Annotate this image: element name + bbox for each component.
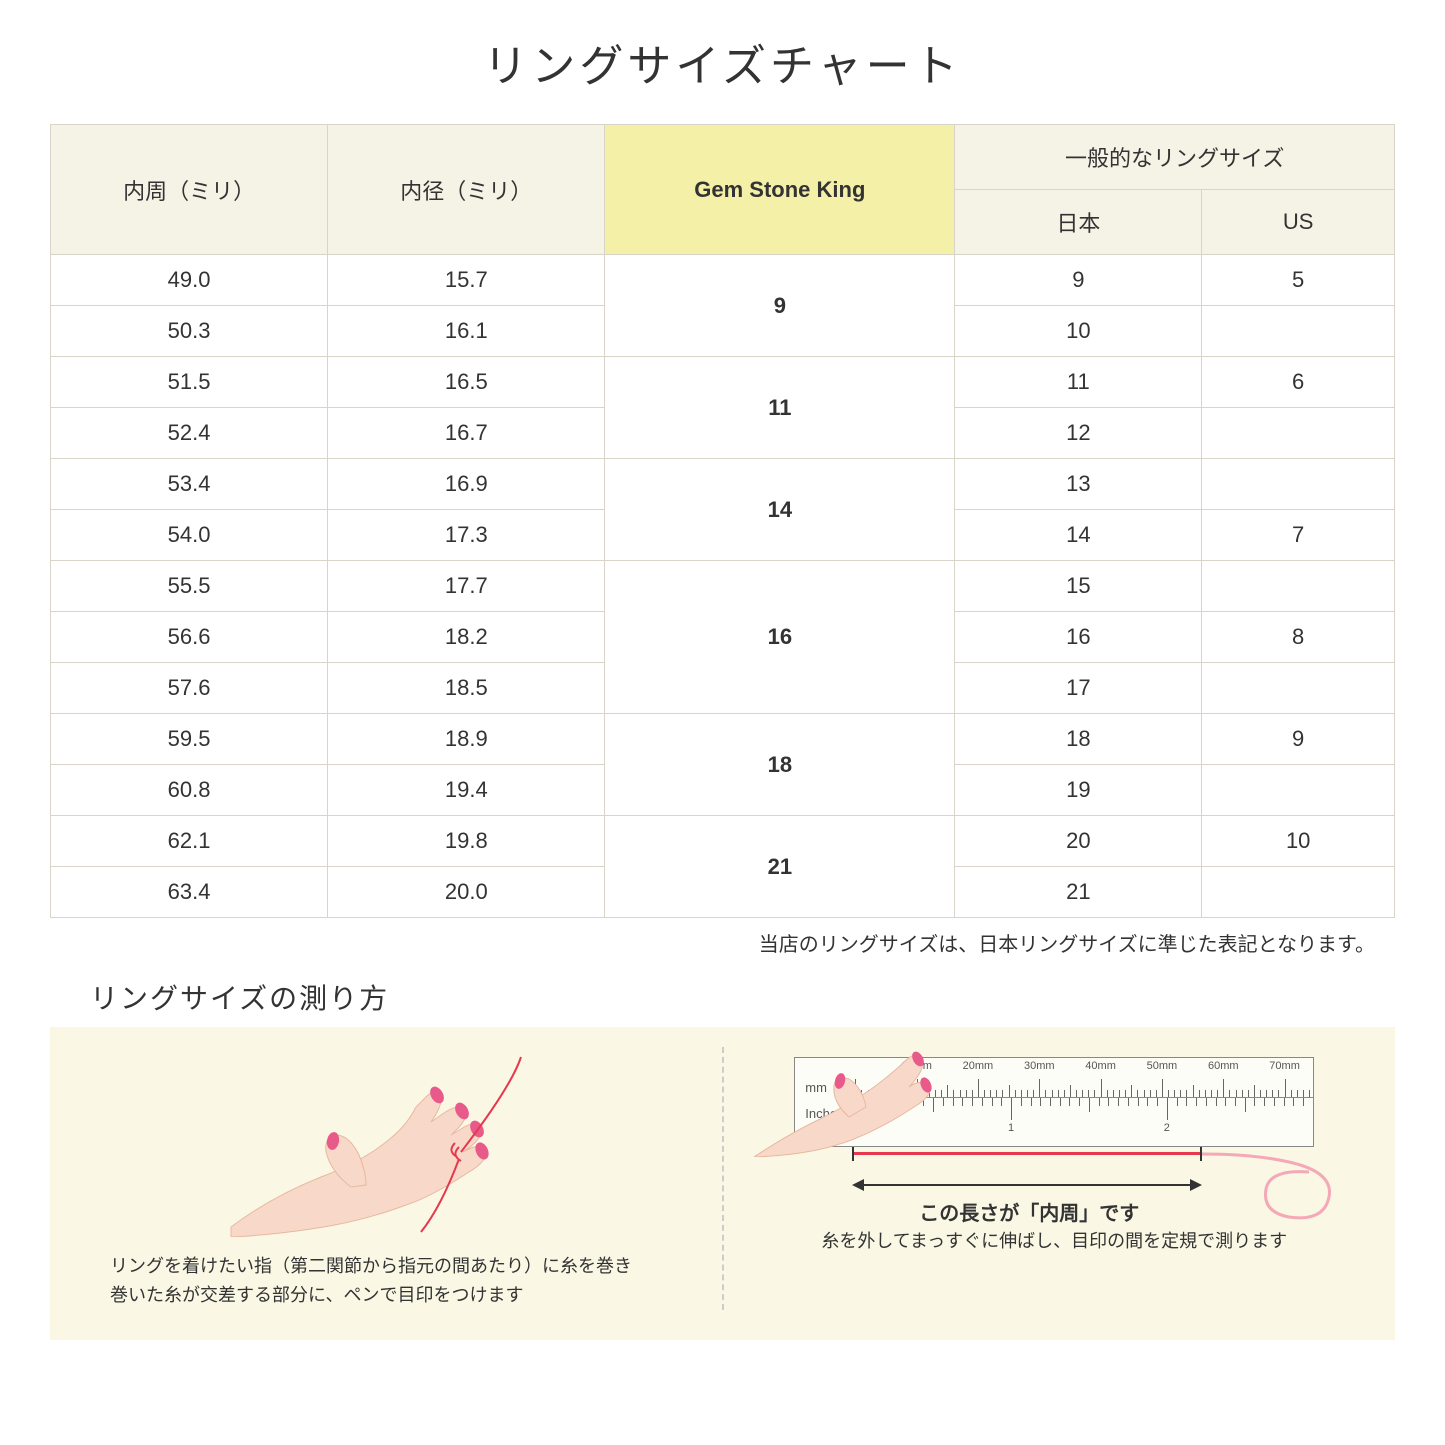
- cell-jp: 13: [955, 459, 1202, 510]
- cell-circ: 57.6: [51, 663, 328, 714]
- cell-jp: 15: [955, 561, 1202, 612]
- cell-us: 7: [1202, 510, 1395, 561]
- cell-dia: 16.5: [328, 357, 605, 408]
- cell-jp: 14: [955, 510, 1202, 561]
- cell-us: [1202, 867, 1395, 918]
- howto-panel: リングを着けたい指（第二関節から指元の間あたり）に糸を巻き 巻いた糸が交差する部…: [50, 1027, 1395, 1340]
- table-row: 53.416.91413: [51, 459, 1395, 510]
- cell-circ: 53.4: [51, 459, 328, 510]
- col-us: US: [1202, 190, 1395, 255]
- cell-jp: 20: [955, 816, 1202, 867]
- cell-jp: 16: [955, 612, 1202, 663]
- cell-dia: 16.1: [328, 306, 605, 357]
- cell-us: [1202, 408, 1395, 459]
- cell-us: [1202, 306, 1395, 357]
- col-diameter: 内径（ミリ）: [328, 125, 605, 255]
- cell-us: 8: [1202, 612, 1395, 663]
- howto-title: リングサイズの測り方: [90, 977, 1395, 1017]
- cell-circ: 60.8: [51, 765, 328, 816]
- cell-jp: 10: [955, 306, 1202, 357]
- cell-jp: 12: [955, 408, 1202, 459]
- cell-dia: 19.8: [328, 816, 605, 867]
- cell-gsk: 11: [605, 357, 955, 459]
- cell-jp: 9: [955, 255, 1202, 306]
- cell-us: 9: [1202, 714, 1395, 765]
- cell-us: [1202, 765, 1395, 816]
- cell-us: [1202, 663, 1395, 714]
- col-japan: 日本: [955, 190, 1202, 255]
- page-title: リングサイズチャート: [50, 30, 1395, 94]
- cell-us: 10: [1202, 816, 1395, 867]
- cell-dia: 17.3: [328, 510, 605, 561]
- cell-circ: 62.1: [51, 816, 328, 867]
- cell-dia: 17.7: [328, 561, 605, 612]
- cell-dia: 18.9: [328, 714, 605, 765]
- table-row: 55.517.71615: [51, 561, 1395, 612]
- ring-size-table: 内周（ミリ） 内径（ミリ） Gem Stone King 一般的なリングサイズ …: [50, 124, 1395, 918]
- table-row: 59.518.918189: [51, 714, 1395, 765]
- measurement-arrow: [852, 1175, 1202, 1195]
- cell-dia: 20.0: [328, 867, 605, 918]
- cell-circ: 49.0: [51, 255, 328, 306]
- cell-dia: 19.4: [328, 765, 605, 816]
- cell-gsk: 16: [605, 561, 955, 714]
- cell-circ: 52.4: [51, 408, 328, 459]
- howto-step-1-text: リングを着けたい指（第二関節から指元の間あたり）に糸を巻き 巻いた糸が交差する部…: [80, 1252, 702, 1310]
- cell-circ: 59.5: [51, 714, 328, 765]
- cell-dia: 15.7: [328, 255, 605, 306]
- col-general: 一般的なリングサイズ: [955, 125, 1395, 190]
- cell-circ: 54.0: [51, 510, 328, 561]
- cell-gsk: 14: [605, 459, 955, 561]
- cell-jp: 11: [955, 357, 1202, 408]
- cell-circ: 50.3: [51, 306, 328, 357]
- cell-circ: 63.4: [51, 867, 328, 918]
- howto-step-1: リングを着けたい指（第二関節から指元の間あたり）に糸を巻き 巻いた糸が交差する部…: [80, 1047, 702, 1310]
- cell-us: [1202, 459, 1395, 510]
- cell-gsk: 9: [605, 255, 955, 357]
- cell-dia: 16.9: [328, 459, 605, 510]
- cell-circ: 51.5: [51, 357, 328, 408]
- cell-dia: 18.5: [328, 663, 605, 714]
- table-note: 当店のリングサイズは、日本リングサイズに準じた表記となります。: [50, 928, 1395, 957]
- cell-us: 5: [1202, 255, 1395, 306]
- cell-jp: 19: [955, 765, 1202, 816]
- cell-circ: 55.5: [51, 561, 328, 612]
- cell-jp: 17: [955, 663, 1202, 714]
- panel-divider: [722, 1047, 724, 1310]
- hand-holding-thread-icon: [754, 1007, 954, 1157]
- hand-with-thread-icon: [211, 1047, 571, 1237]
- table-row: 62.119.8212010: [51, 816, 1395, 867]
- cell-gsk: 21: [605, 816, 955, 918]
- cell-jp: 21: [955, 867, 1202, 918]
- table-row: 49.015.7995: [51, 255, 1395, 306]
- cell-dia: 16.7: [328, 408, 605, 459]
- table-row: 51.516.511116: [51, 357, 1395, 408]
- cell-circ: 56.6: [51, 612, 328, 663]
- cell-us: [1202, 561, 1395, 612]
- howto-step-2: mm Inches 10mm20mm30mm40mm50mm60mm70mm 1…: [744, 1047, 1366, 1310]
- cell-jp: 18: [955, 714, 1202, 765]
- arrow-label: この長さが「内周」です: [794, 1197, 1264, 1226]
- col-circumference: 内周（ミリ）: [51, 125, 328, 255]
- cell-dia: 18.2: [328, 612, 605, 663]
- cell-us: 6: [1202, 357, 1395, 408]
- col-gsk: Gem Stone King: [605, 125, 955, 255]
- cell-gsk: 18: [605, 714, 955, 816]
